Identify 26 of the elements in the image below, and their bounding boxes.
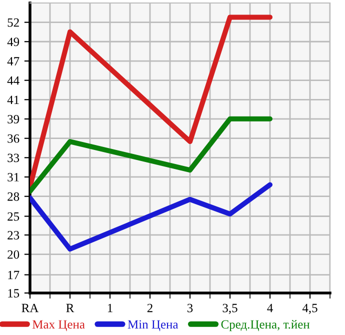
x-tick-label: 4 <box>267 304 273 312</box>
y-tick-label: 44 <box>7 76 20 85</box>
y-tick-label: 52 <box>8 18 19 27</box>
x-tick-label: 2 <box>147 304 152 312</box>
x-tick-label: 4,5 <box>302 304 318 314</box>
y-tick-label: 23 <box>8 231 20 240</box>
y-tick-label: 17 <box>8 270 20 280</box>
x-tick-label: 1 <box>108 304 112 312</box>
legend-label: Min Цена <box>128 320 178 332</box>
y-tick-label: 41 <box>7 96 19 104</box>
y-tick-label: 36 <box>8 134 20 143</box>
y-tick-label: 25 <box>8 212 20 221</box>
y-tick-label: 20 <box>8 250 20 259</box>
y-tick-label: 28 <box>8 192 20 201</box>
legend-label: Max Цена <box>32 320 85 332</box>
y-tick-label: 15 <box>8 289 20 298</box>
y-tick-label: 39 <box>8 115 20 124</box>
x-tick-label: 3 <box>187 304 193 312</box>
y-tick-label: 33 <box>8 154 20 162</box>
x-tick-label: R <box>66 304 74 312</box>
y-tick-label: 47 <box>7 57 20 66</box>
y-tick-label: 49 <box>7 38 20 46</box>
x-tick-label: 3,5 <box>222 304 238 314</box>
y-tick-label: 31 <box>8 173 19 182</box>
x-tick-label: RA <box>22 304 39 312</box>
legend-label: Сред.Цена, т.йен <box>221 320 310 332</box>
